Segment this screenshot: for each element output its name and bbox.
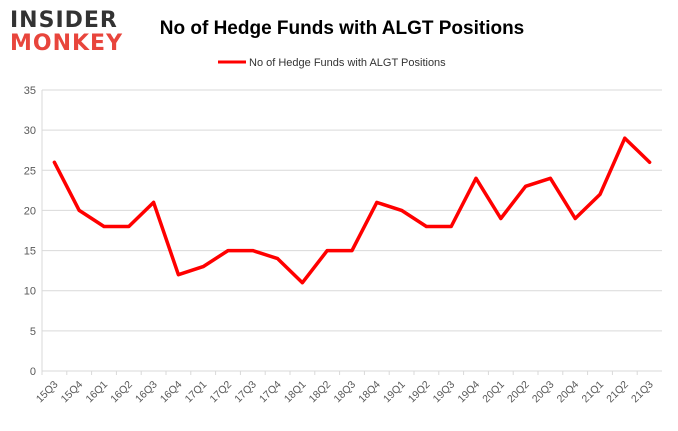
x-tick-label: 20Q1 bbox=[480, 379, 507, 406]
x-tick-label: 20Q3 bbox=[530, 379, 557, 406]
x-tick-label: 17Q2 bbox=[207, 379, 234, 406]
x-tick-label: 18Q1 bbox=[282, 379, 309, 406]
x-tick-label: 21Q1 bbox=[579, 379, 606, 406]
data-point bbox=[474, 176, 478, 180]
data-point bbox=[300, 281, 304, 285]
x-tick-label: 20Q4 bbox=[555, 379, 582, 406]
data-point bbox=[176, 273, 180, 277]
y-tick-label: 0 bbox=[30, 366, 36, 378]
x-tick-label: 17Q4 bbox=[257, 379, 284, 406]
x-tick-label: 21Q3 bbox=[629, 379, 656, 406]
data-point bbox=[102, 224, 106, 228]
data-point bbox=[251, 249, 255, 253]
data-point bbox=[449, 224, 453, 228]
data-point bbox=[127, 224, 131, 228]
chart-title: No of Hedge Funds with ALGT Positions bbox=[160, 18, 525, 39]
x-tick-label: 19Q1 bbox=[381, 379, 408, 406]
data-point bbox=[424, 224, 428, 228]
data-point bbox=[598, 192, 602, 196]
data-point bbox=[648, 160, 652, 164]
data-point bbox=[276, 257, 280, 261]
y-tick-label: 10 bbox=[24, 286, 36, 298]
data-point bbox=[201, 265, 205, 269]
y-tick-label: 20 bbox=[24, 205, 36, 217]
x-tick-label: 19Q4 bbox=[455, 379, 482, 406]
series-layer bbox=[52, 136, 652, 285]
x-tick-label: 18Q2 bbox=[307, 379, 334, 406]
data-point bbox=[77, 208, 81, 212]
x-tick-label: 19Q2 bbox=[406, 379, 433, 406]
data-point bbox=[524, 184, 528, 188]
x-tick-label: 16Q1 bbox=[83, 379, 110, 406]
x-tick-label: 21Q2 bbox=[604, 379, 631, 406]
y-axis: 0 5 10 15 20 25 30 35 bbox=[24, 85, 43, 378]
data-point bbox=[499, 216, 503, 220]
data-point bbox=[623, 136, 627, 140]
data-point bbox=[226, 249, 230, 253]
data-point bbox=[375, 200, 379, 204]
x-axis: 15Q315Q416Q116Q216Q316Q417Q117Q217Q317Q4… bbox=[34, 371, 656, 405]
logo-line1: INSIDER bbox=[10, 8, 118, 33]
logo-line2: MONKEY bbox=[10, 31, 123, 56]
legend-label: No of Hedge Funds with ALGT Positions bbox=[249, 57, 446, 69]
data-point bbox=[350, 249, 354, 253]
y-tick-label: 5 bbox=[30, 326, 36, 338]
x-tick-label: 20Q2 bbox=[505, 379, 532, 406]
x-tick-label: 17Q1 bbox=[183, 379, 210, 406]
data-point bbox=[325, 249, 329, 253]
x-tick-label: 18Q3 bbox=[331, 379, 358, 406]
x-tick-label: 15Q4 bbox=[59, 379, 86, 406]
data-point bbox=[400, 208, 404, 212]
y-tick-label: 30 bbox=[24, 125, 36, 137]
x-tick-label: 16Q3 bbox=[133, 379, 160, 406]
y-tick-label: 15 bbox=[24, 246, 36, 258]
x-tick-label: 18Q4 bbox=[356, 379, 383, 406]
data-point bbox=[573, 216, 577, 220]
data-point bbox=[52, 160, 56, 164]
data-point bbox=[548, 176, 552, 180]
x-tick-label: 16Q2 bbox=[108, 379, 135, 406]
x-tick-label: 16Q4 bbox=[158, 379, 185, 406]
y-tick-label: 25 bbox=[24, 165, 36, 177]
data-point bbox=[152, 200, 156, 204]
legend: No of Hedge Funds with ALGT Positions bbox=[218, 57, 446, 69]
insider-monkey-logo: INSIDER MONKEY bbox=[10, 8, 123, 56]
gridlines bbox=[42, 89, 662, 372]
y-tick-label: 35 bbox=[24, 85, 36, 97]
x-tick-label: 17Q3 bbox=[232, 379, 259, 406]
x-tick-label: 15Q3 bbox=[34, 379, 61, 406]
x-tick-label: 19Q3 bbox=[431, 379, 458, 406]
